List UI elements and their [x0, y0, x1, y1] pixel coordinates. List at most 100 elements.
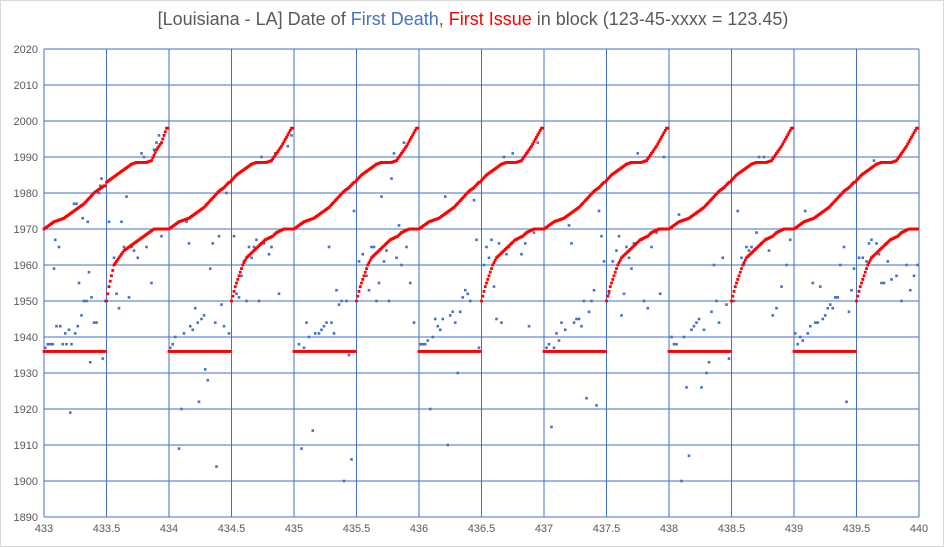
first-death-point [682, 335, 686, 339]
first-death-point [771, 314, 775, 317]
first-issue-point [731, 294, 735, 298]
first-issue-point [410, 135, 413, 139]
first-issue-point [646, 157, 650, 161]
first-death-point [188, 324, 192, 328]
first-death-point [152, 148, 156, 152]
x-tick-label: 433 [35, 523, 53, 535]
first-death-point [412, 321, 416, 324]
first-death-point [433, 317, 437, 321]
first-death-point [245, 299, 248, 303]
x-tick-label: 437 [535, 523, 553, 535]
first-issue-point [786, 133, 790, 137]
first-issue-point [541, 126, 545, 130]
first-issue-point [116, 258, 120, 261]
first-death-point [532, 231, 536, 234]
first-death-point [793, 332, 797, 335]
first-death-point [240, 274, 243, 278]
first-death-point [813, 321, 817, 324]
first-death-point [322, 324, 326, 328]
first-death-point [277, 292, 281, 296]
first-death-point [257, 299, 261, 303]
first-death-point [68, 411, 72, 414]
first-issue-point [728, 350, 732, 353]
first-issue-point [865, 267, 868, 270]
first-death-point [560, 321, 563, 324]
first-death-point [523, 242, 527, 245]
first-issue-point [107, 285, 111, 288]
first-issue-point [906, 142, 910, 146]
first-death-point [213, 321, 217, 324]
first-death-point [61, 342, 65, 346]
first-death-point [330, 321, 333, 324]
first-death-point [828, 303, 832, 306]
first-death-point [875, 242, 878, 245]
first-death-point [75, 202, 78, 206]
first-death-point [662, 155, 666, 159]
first-issue-point [658, 138, 662, 141]
first-issue-point [161, 137, 165, 141]
first-issue-point [521, 157, 525, 161]
first-issue-point [606, 294, 610, 298]
first-issue-point [156, 146, 160, 150]
first-issue-point [152, 153, 156, 157]
first-death-point [43, 346, 47, 350]
first-death-point [200, 317, 203, 321]
first-issue-point [353, 180, 357, 184]
first-issue-point [151, 156, 155, 160]
first-issue-point [736, 278, 740, 281]
first-issue-point [396, 157, 400, 161]
first-death-point [847, 310, 851, 314]
first-death-point [347, 353, 351, 357]
first-death-point [337, 303, 341, 306]
first-death-point [385, 249, 388, 252]
first-issue-point [787, 131, 791, 135]
first-death-point [547, 342, 551, 346]
first-issue-point [117, 256, 121, 260]
first-issue-point [228, 180, 232, 184]
first-issue-point [281, 142, 285, 146]
first-death-point [397, 224, 401, 227]
first-death-point [857, 256, 861, 260]
first-issue-point [905, 144, 908, 148]
first-death-point [707, 360, 711, 364]
first-death-point [861, 256, 865, 260]
first-issue-point [277, 148, 281, 152]
first-issue-point [530, 144, 533, 148]
first-death-point [852, 267, 856, 270]
first-issue-point [492, 261, 496, 264]
first-death-point [155, 141, 158, 144]
first-issue-point [118, 254, 122, 258]
first-death-point [700, 386, 703, 389]
first-death-point [497, 242, 501, 245]
first-issue-point [490, 267, 493, 270]
first-death-point [745, 245, 748, 249]
first-issue-point [855, 299, 858, 303]
first-issue-point [655, 144, 658, 148]
y-tick-label: 1930 [14, 368, 38, 380]
first-death-point [867, 242, 871, 245]
first-issue-point [616, 263, 620, 267]
first-issue-point [533, 138, 537, 141]
first-death-point [575, 317, 578, 321]
first-death-point [490, 238, 493, 242]
first-death-point [448, 314, 452, 317]
first-issue-point [908, 138, 912, 141]
first-death-point [180, 407, 183, 411]
first-issue-point [651, 150, 655, 153]
first-issue-point [232, 290, 236, 293]
first-issue-point [853, 180, 857, 184]
first-death-point [811, 281, 815, 285]
first-death-point [375, 299, 378, 303]
first-issue-point [860, 281, 863, 285]
first-issue-point [357, 290, 361, 293]
first-issue-point [603, 350, 607, 353]
y-tick-label: 2000 [14, 116, 38, 128]
first-death-point [850, 288, 853, 292]
first-issue-point [913, 129, 917, 132]
first-death-point [842, 245, 846, 249]
first-death-point [426, 339, 430, 342]
first-death-point [818, 285, 822, 288]
first-issue-point [857, 290, 861, 293]
first-death-point [658, 292, 662, 296]
first-issue-point [398, 153, 402, 157]
